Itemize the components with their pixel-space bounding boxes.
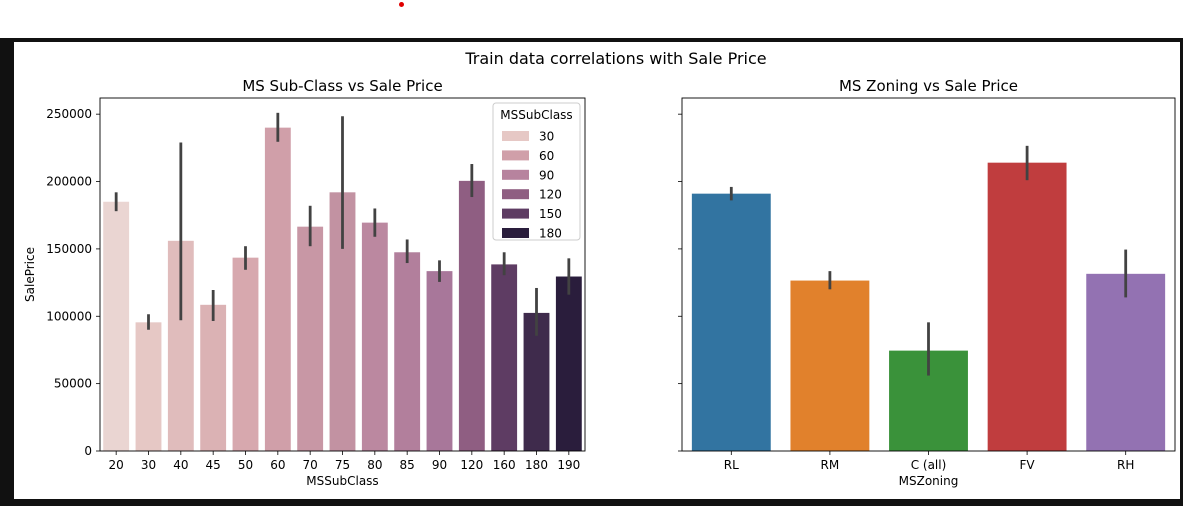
x-tick-label: 60 [270,458,285,472]
chart-title: MS Zoning vs Sale Price [839,77,1018,95]
x-tick-label: 80 [367,458,382,472]
x-tick-label: 190 [557,458,580,472]
legend-swatch [502,169,529,180]
figure-suptitle: Train data correlations with Sale Price [464,49,766,68]
x-tick-label: 160 [493,458,516,472]
bar [523,312,550,451]
legend-title: MSSubClass [500,108,572,122]
legend-swatch [502,131,529,141]
legend-label: 90 [539,168,554,182]
x-tick-label: 90 [432,458,447,472]
x-tick-label: RM [821,458,840,472]
y-tick-label: 50000 [54,377,92,391]
bar [987,162,1067,451]
x-tick-label: 70 [303,458,318,472]
chart-ms-zoning: RL RM C (all) FV RH MS Zoning vs Sale Price MS… [678,77,1176,488]
bar [691,193,771,451]
bar [297,226,324,451]
x-axis-label: MSSubClass [306,474,378,488]
x-tick-label: 75 [335,458,350,472]
bar [426,271,453,451]
x-axis-label: MSZoning [899,474,959,488]
legend-swatch [502,228,529,238]
x-tick-label: 45 [206,458,221,472]
x-tick-label: 85 [400,458,415,472]
bar [555,276,582,451]
legend-swatch [502,150,529,161]
x-tick-label: 120 [460,458,483,472]
legend: MSSubClass 30 60 90 120 150 180 [492,102,581,241]
x-tick-label: FV [1020,458,1036,472]
y-tick-label: 150000 [46,242,92,256]
bar [1086,273,1166,451]
bar [491,264,518,451]
bar [232,257,259,451]
legend-label: 150 [539,207,562,221]
x-tick-label: 20 [109,458,124,472]
y-tick-label: 100000 [46,309,92,323]
legend-label: 120 [539,188,562,202]
y-tick-label: 250000 [46,107,92,121]
legend-label: 30 [539,130,554,144]
y-axis-label: SalePrice [23,247,37,302]
legend-swatch [502,189,529,200]
x-tick-label: 40 [173,458,188,472]
x-tick-label: 50 [238,458,253,472]
figure-canvas: Train data correlations with Sale Price … [23,49,1176,488]
chart-title: MS Sub-Class vs Sale Price [242,77,442,95]
bar [394,252,421,451]
x-tick-label: RL [724,458,739,472]
red-dot-marker [399,2,404,7]
chart-ms-subclass: 20 30 40 45 50 60 70 75 80 85 90 120 160 180 190 0 50000… [23,77,586,488]
figure: Train data correlations with Sale Price … [14,42,1180,499]
y-tick-label: 200000 [46,175,92,189]
axes-frame [681,97,1176,452]
x-tick-label: 30 [141,458,156,472]
y-tick-label: 0 [84,444,92,458]
x-tick-label: RH [1117,458,1134,472]
x-tick-label: 180 [525,458,548,472]
legend-swatch [502,208,529,219]
x-tick-label: C (all) [911,458,947,472]
axes-frame [99,97,586,452]
bar [790,280,870,451]
bar [103,201,130,451]
legend-label: 60 [539,149,554,163]
bar [361,222,388,451]
bar [200,304,227,451]
legend-label: 180 [539,227,562,241]
bar [135,322,162,451]
bar [264,127,291,451]
bar [458,180,485,451]
